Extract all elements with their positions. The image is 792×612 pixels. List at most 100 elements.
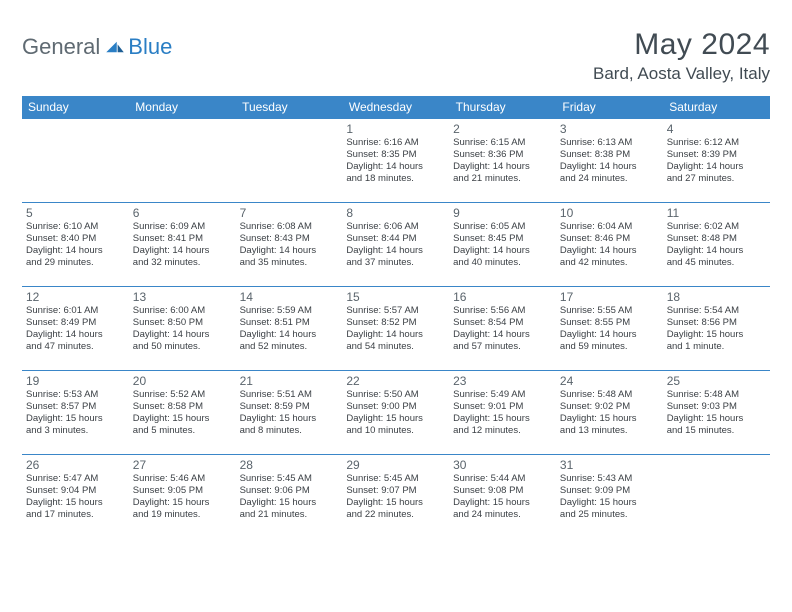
day-info: Sunrise: 5:55 AMSunset: 8:55 PMDaylight:… xyxy=(560,305,659,353)
day-info: Sunrise: 6:13 AMSunset: 8:38 PMDaylight:… xyxy=(560,137,659,185)
brand-logo: General Blue xyxy=(22,34,172,60)
weekday-header: Wednesday xyxy=(342,96,449,119)
day-info: Sunrise: 5:45 AMSunset: 9:06 PMDaylight:… xyxy=(240,473,339,521)
day-number: 1 xyxy=(346,122,445,136)
day-number: 8 xyxy=(346,206,445,220)
brand-text-blue: Blue xyxy=(128,34,172,60)
day-number: 17 xyxy=(560,290,659,304)
day-number: 11 xyxy=(667,206,766,220)
day-number: 12 xyxy=(26,290,125,304)
day-number: 25 xyxy=(667,374,766,388)
weekday-header: Friday xyxy=(556,96,663,119)
day-number: 16 xyxy=(453,290,552,304)
weekday-header: Tuesday xyxy=(236,96,343,119)
day-number: 24 xyxy=(560,374,659,388)
day-info: Sunrise: 5:54 AMSunset: 8:56 PMDaylight:… xyxy=(667,305,766,353)
calendar-day-cell: 6Sunrise: 6:09 AMSunset: 8:41 PMDaylight… xyxy=(129,203,236,287)
calendar-day-cell: 9Sunrise: 6:05 AMSunset: 8:45 PMDaylight… xyxy=(449,203,556,287)
calendar-day-cell: 2Sunrise: 6:15 AMSunset: 8:36 PMDaylight… xyxy=(449,119,556,203)
calendar-day-cell: 20Sunrise: 5:52 AMSunset: 8:58 PMDayligh… xyxy=(129,371,236,455)
calendar-day-cell: 24Sunrise: 5:48 AMSunset: 9:02 PMDayligh… xyxy=(556,371,663,455)
day-number: 27 xyxy=(133,458,232,472)
day-number: 7 xyxy=(240,206,339,220)
calendar-day-cell: 28Sunrise: 5:45 AMSunset: 9:06 PMDayligh… xyxy=(236,455,343,539)
day-info: Sunrise: 5:48 AMSunset: 9:02 PMDaylight:… xyxy=(560,389,659,437)
calendar-week-row: 19Sunrise: 5:53 AMSunset: 8:57 PMDayligh… xyxy=(22,371,770,455)
day-number: 18 xyxy=(667,290,766,304)
header: General Blue May 2024 Bard, Aosta Valley… xyxy=(22,28,770,84)
day-info: Sunrise: 5:52 AMSunset: 8:58 PMDaylight:… xyxy=(133,389,232,437)
day-number: 26 xyxy=(26,458,125,472)
page-title: May 2024 xyxy=(593,28,770,62)
day-info: Sunrise: 6:09 AMSunset: 8:41 PMDaylight:… xyxy=(133,221,232,269)
weekday-header: Sunday xyxy=(22,96,129,119)
day-number: 21 xyxy=(240,374,339,388)
calendar-empty-cell xyxy=(22,119,129,203)
calendar-day-cell: 29Sunrise: 5:45 AMSunset: 9:07 PMDayligh… xyxy=(342,455,449,539)
calendar-day-cell: 30Sunrise: 5:44 AMSunset: 9:08 PMDayligh… xyxy=(449,455,556,539)
day-number: 22 xyxy=(346,374,445,388)
day-number: 5 xyxy=(26,206,125,220)
calendar-day-cell: 26Sunrise: 5:47 AMSunset: 9:04 PMDayligh… xyxy=(22,455,129,539)
location-text: Bard, Aosta Valley, Italy xyxy=(593,64,770,84)
calendar-day-cell: 12Sunrise: 6:01 AMSunset: 8:49 PMDayligh… xyxy=(22,287,129,371)
day-info: Sunrise: 5:53 AMSunset: 8:57 PMDaylight:… xyxy=(26,389,125,437)
calendar-week-row: 1Sunrise: 6:16 AMSunset: 8:35 PMDaylight… xyxy=(22,119,770,203)
calendar-table: SundayMondayTuesdayWednesdayThursdayFrid… xyxy=(22,96,770,539)
day-info: Sunrise: 6:00 AMSunset: 8:50 PMDaylight:… xyxy=(133,305,232,353)
day-number: 10 xyxy=(560,206,659,220)
calendar-day-cell: 21Sunrise: 5:51 AMSunset: 8:59 PMDayligh… xyxy=(236,371,343,455)
day-info: Sunrise: 6:12 AMSunset: 8:39 PMDaylight:… xyxy=(667,137,766,185)
day-number: 3 xyxy=(560,122,659,136)
calendar-day-cell: 7Sunrise: 6:08 AMSunset: 8:43 PMDaylight… xyxy=(236,203,343,287)
calendar-empty-cell xyxy=(129,119,236,203)
weekday-header-row: SundayMondayTuesdayWednesdayThursdayFrid… xyxy=(22,96,770,119)
weekday-header: Thursday xyxy=(449,96,556,119)
calendar-empty-cell xyxy=(663,455,770,539)
calendar-day-cell: 5Sunrise: 6:10 AMSunset: 8:40 PMDaylight… xyxy=(22,203,129,287)
day-info: Sunrise: 6:15 AMSunset: 8:36 PMDaylight:… xyxy=(453,137,552,185)
day-info: Sunrise: 6:10 AMSunset: 8:40 PMDaylight:… xyxy=(26,221,125,269)
calendar-day-cell: 14Sunrise: 5:59 AMSunset: 8:51 PMDayligh… xyxy=(236,287,343,371)
calendar-day-cell: 22Sunrise: 5:50 AMSunset: 9:00 PMDayligh… xyxy=(342,371,449,455)
calendar-week-row: 12Sunrise: 6:01 AMSunset: 8:49 PMDayligh… xyxy=(22,287,770,371)
day-info: Sunrise: 5:48 AMSunset: 9:03 PMDaylight:… xyxy=(667,389,766,437)
day-number: 30 xyxy=(453,458,552,472)
day-number: 2 xyxy=(453,122,552,136)
day-number: 6 xyxy=(133,206,232,220)
day-info: Sunrise: 6:08 AMSunset: 8:43 PMDaylight:… xyxy=(240,221,339,269)
day-info: Sunrise: 6:05 AMSunset: 8:45 PMDaylight:… xyxy=(453,221,552,269)
weekday-header: Saturday xyxy=(663,96,770,119)
weekday-header: Monday xyxy=(129,96,236,119)
day-info: Sunrise: 5:47 AMSunset: 9:04 PMDaylight:… xyxy=(26,473,125,521)
day-info: Sunrise: 6:02 AMSunset: 8:48 PMDaylight:… xyxy=(667,221,766,269)
day-info: Sunrise: 5:49 AMSunset: 9:01 PMDaylight:… xyxy=(453,389,552,437)
day-info: Sunrise: 5:43 AMSunset: 9:09 PMDaylight:… xyxy=(560,473,659,521)
day-info: Sunrise: 6:04 AMSunset: 8:46 PMDaylight:… xyxy=(560,221,659,269)
day-info: Sunrise: 5:57 AMSunset: 8:52 PMDaylight:… xyxy=(346,305,445,353)
calendar-day-cell: 10Sunrise: 6:04 AMSunset: 8:46 PMDayligh… xyxy=(556,203,663,287)
day-info: Sunrise: 5:45 AMSunset: 9:07 PMDaylight:… xyxy=(346,473,445,521)
brand-sail-icon xyxy=(104,40,126,54)
day-number: 20 xyxy=(133,374,232,388)
calendar-day-cell: 23Sunrise: 5:49 AMSunset: 9:01 PMDayligh… xyxy=(449,371,556,455)
day-info: Sunrise: 5:59 AMSunset: 8:51 PMDaylight:… xyxy=(240,305,339,353)
day-number: 4 xyxy=(667,122,766,136)
day-number: 29 xyxy=(346,458,445,472)
calendar-day-cell: 25Sunrise: 5:48 AMSunset: 9:03 PMDayligh… xyxy=(663,371,770,455)
calendar-week-row: 5Sunrise: 6:10 AMSunset: 8:40 PMDaylight… xyxy=(22,203,770,287)
calendar-week-row: 26Sunrise: 5:47 AMSunset: 9:04 PMDayligh… xyxy=(22,455,770,539)
calendar-body: 1Sunrise: 6:16 AMSunset: 8:35 PMDaylight… xyxy=(22,119,770,539)
day-number: 28 xyxy=(240,458,339,472)
calendar-day-cell: 4Sunrise: 6:12 AMSunset: 8:39 PMDaylight… xyxy=(663,119,770,203)
calendar-day-cell: 8Sunrise: 6:06 AMSunset: 8:44 PMDaylight… xyxy=(342,203,449,287)
day-info: Sunrise: 5:44 AMSunset: 9:08 PMDaylight:… xyxy=(453,473,552,521)
calendar-day-cell: 16Sunrise: 5:56 AMSunset: 8:54 PMDayligh… xyxy=(449,287,556,371)
calendar-day-cell: 1Sunrise: 6:16 AMSunset: 8:35 PMDaylight… xyxy=(342,119,449,203)
calendar-day-cell: 11Sunrise: 6:02 AMSunset: 8:48 PMDayligh… xyxy=(663,203,770,287)
day-info: Sunrise: 5:56 AMSunset: 8:54 PMDaylight:… xyxy=(453,305,552,353)
day-info: Sunrise: 5:51 AMSunset: 8:59 PMDaylight:… xyxy=(240,389,339,437)
day-info: Sunrise: 6:16 AMSunset: 8:35 PMDaylight:… xyxy=(346,137,445,185)
day-info: Sunrise: 5:50 AMSunset: 9:00 PMDaylight:… xyxy=(346,389,445,437)
day-number: 13 xyxy=(133,290,232,304)
